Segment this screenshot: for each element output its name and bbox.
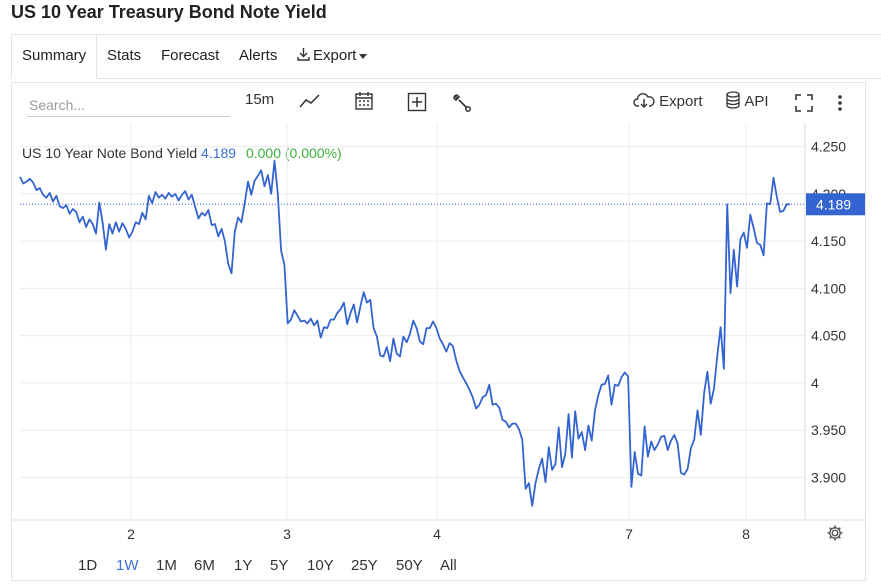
- x-tick-label: 7: [625, 526, 633, 542]
- y-tick-label: 4.250: [811, 139, 846, 155]
- export-chart-button[interactable]: Export: [633, 91, 703, 113]
- api-button[interactable]: API: [725, 91, 769, 113]
- last-value-badge: [806, 193, 865, 216]
- legend-value: 4.189: [201, 145, 237, 161]
- export-chart-label: Export: [659, 92, 703, 110]
- range-1m[interactable]: 1M: [156, 557, 177, 574]
- series-line: [19, 159, 790, 507]
- line-chart-icon[interactable]: [299, 92, 321, 114]
- range-50y[interactable]: 50Y: [396, 557, 423, 574]
- y-tick-label: 4: [811, 375, 819, 391]
- range-all[interactable]: All: [440, 557, 457, 574]
- y-tick-label: 3.900: [811, 469, 846, 485]
- more-vert-icon[interactable]: [836, 93, 844, 117]
- legend-change: 0.000 (0.000%): [245, 145, 342, 161]
- tab-forecast[interactable]: Forecast: [161, 47, 220, 64]
- tab-bar: Summary Stats Forecast Alerts Export: [11, 34, 881, 79]
- tab-summary[interactable]: Summary: [11, 35, 98, 79]
- range-10y[interactable]: 10Y: [307, 557, 334, 574]
- chevron-down-icon: [359, 53, 368, 59]
- api-label: API: [744, 92, 769, 110]
- tab-export[interactable]: Export: [297, 35, 368, 78]
- y-tick-label: 4.100: [811, 280, 846, 296]
- database-icon: [725, 91, 741, 113]
- y-tick-label: 4.050: [811, 328, 846, 344]
- legend-series-name: US 10 Year Note Bond Yield: [22, 145, 198, 161]
- interval-selector[interactable]: 15m: [245, 91, 275, 108]
- range-1y[interactable]: 1Y: [234, 557, 253, 574]
- wrench-icon[interactable]: [452, 93, 472, 117]
- y-tick-label: 3.950: [811, 422, 846, 438]
- add-indicator-icon[interactable]: [407, 92, 427, 116]
- cloud-download-icon: [633, 91, 655, 113]
- page-title: US 10 Year Treasury Bond Note Yield: [11, 2, 327, 22]
- calendar-icon[interactable]: [354, 91, 374, 115]
- last-value-label: 4.189: [816, 196, 851, 212]
- x-tick-label: 8: [742, 526, 750, 542]
- tab-alerts[interactable]: Alerts: [239, 47, 278, 64]
- range-5y[interactable]: 5Y: [270, 557, 289, 574]
- range-6m[interactable]: 6M: [194, 557, 215, 574]
- price-chart[interactable]: 4.2504.2004.1504.1004.05043.9503.9002347…: [12, 83, 865, 543]
- chart-settings-icon[interactable]: [826, 524, 844, 547]
- range-25y[interactable]: 25Y: [351, 557, 378, 574]
- search-input[interactable]: [27, 93, 230, 117]
- x-tick-label: 4: [433, 526, 441, 542]
- x-tick-label: 2: [127, 526, 135, 542]
- y-tick-label: 4.150: [811, 233, 846, 249]
- x-tick-label: 3: [283, 526, 291, 542]
- range-1d[interactable]: 1D: [78, 557, 98, 574]
- chart-panel: 15m Export API US 10 Year Note Bond Yiel…: [11, 82, 866, 581]
- chart-legend: US 10 Year Note Bond Yield 4.189 0.000 (…: [22, 145, 342, 161]
- download-icon: [297, 36, 310, 77]
- range-1w[interactable]: 1W: [116, 557, 139, 574]
- fullscreen-icon[interactable]: [794, 93, 814, 117]
- tab-export-label: Export: [313, 47, 357, 64]
- tab-stats[interactable]: Stats: [107, 47, 142, 64]
